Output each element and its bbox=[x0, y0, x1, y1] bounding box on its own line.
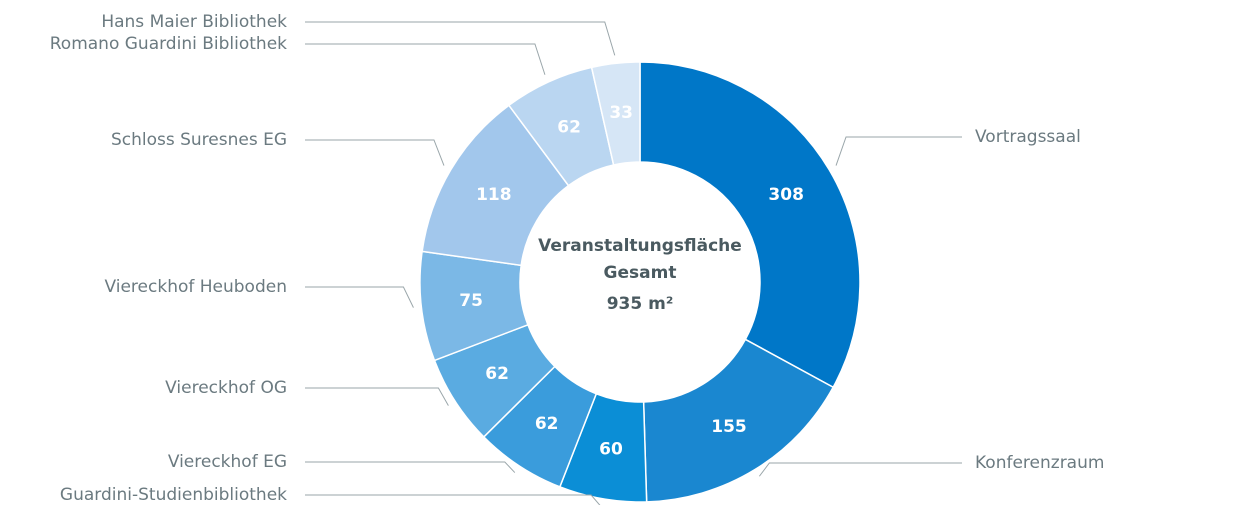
value-label: 62 bbox=[535, 414, 559, 434]
category-label: Viereckhof EG bbox=[168, 452, 287, 472]
leader-line bbox=[305, 494, 601, 505]
leader-line bbox=[305, 43, 546, 75]
category-label: Vortragssaal bbox=[975, 127, 1081, 147]
category-label: Schloss Suresnes EG bbox=[111, 130, 287, 150]
category-label: Romano Guardini Bibliothek bbox=[50, 34, 287, 54]
center-line: Gesamt bbox=[604, 263, 677, 283]
leader-line bbox=[305, 461, 516, 473]
center-line: 935 m² bbox=[607, 294, 674, 314]
leader-line bbox=[835, 136, 962, 166]
center-line: Veranstaltungsfläche bbox=[538, 236, 742, 256]
leader-line bbox=[758, 462, 962, 477]
center-label: Veranstaltungsfläche Gesamt 935 m² bbox=[538, 236, 742, 314]
value-label: 60 bbox=[599, 440, 623, 460]
category-label: Hans Maier Bibliothek bbox=[101, 12, 287, 32]
leader-line bbox=[305, 286, 414, 308]
category-label: Viereckhof OG bbox=[165, 378, 287, 398]
leader-line bbox=[305, 387, 449, 406]
value-label: 118 bbox=[476, 185, 512, 205]
donut-slice bbox=[590, 61, 641, 166]
donut-slice bbox=[639, 61, 861, 389]
value-label: 75 bbox=[459, 291, 483, 311]
value-label: 155 bbox=[711, 417, 747, 437]
leader-line bbox=[305, 139, 445, 166]
donut-slice bbox=[642, 338, 835, 503]
category-label: Guardini-Studienbibliothek bbox=[60, 485, 287, 505]
category-label: Viereckhof Heuboden bbox=[104, 277, 287, 297]
leader-line bbox=[305, 21, 616, 56]
category-label: Konferenzraum bbox=[975, 453, 1104, 473]
value-label: 62 bbox=[485, 364, 509, 384]
value-label: 33 bbox=[609, 103, 633, 123]
value-label: 308 bbox=[768, 185, 804, 205]
value-label: 62 bbox=[557, 117, 581, 137]
